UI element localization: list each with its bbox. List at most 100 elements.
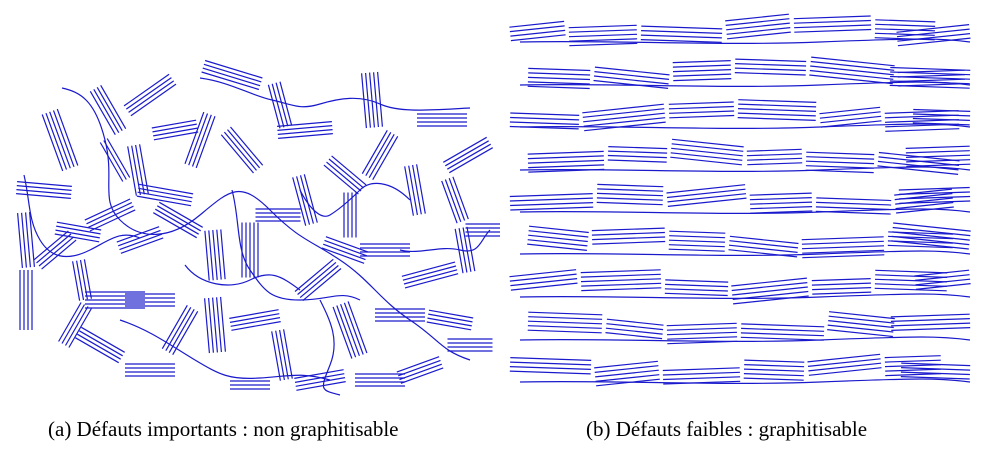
layer-stack-b [874, 32, 935, 36]
layer-stack-b [580, 273, 661, 278]
layer-stack-a [201, 71, 260, 91]
layer-stack-a [275, 330, 285, 381]
layer-stack-a [328, 158, 364, 189]
layer-stack-a [322, 243, 366, 261]
layer-stack-b [747, 162, 803, 166]
layer-stack-a [191, 114, 212, 167]
layer-stack-b [569, 42, 638, 47]
layer-stack-b [593, 75, 669, 85]
layer-stack-b [668, 239, 726, 243]
layer-stack-b [528, 67, 591, 72]
layer-stack-b [900, 376, 970, 380]
layer-stack-a [444, 179, 462, 223]
layer-stack-a [271, 83, 285, 128]
layer-stack-a [153, 131, 199, 141]
layer-stack-b [737, 112, 816, 117]
layer-stack-a [168, 309, 195, 353]
layer-stack-a [96, 87, 123, 131]
layer-stack-a [230, 317, 281, 327]
layer-stack-a [412, 164, 422, 215]
layer-stack-a [29, 212, 35, 267]
layer-stack-b [885, 368, 942, 372]
layer-stack-b [806, 156, 875, 160]
layer-stack-a [79, 259, 88, 300]
layer-stack-b [510, 112, 580, 116]
layer-stack-b [802, 254, 885, 259]
layer-stack-b [527, 243, 587, 251]
layer-stack-b [891, 240, 969, 250]
layer-stack-b [743, 377, 804, 381]
layer-stack-b [741, 327, 825, 332]
layer-stack-b [816, 201, 892, 206]
layer-stack-b [809, 69, 894, 80]
layer-stack-b [608, 150, 668, 154]
layer-stack-a [86, 202, 133, 225]
layer-stack-b [809, 74, 893, 85]
layer-stack-b [811, 282, 871, 286]
defect-boundary-a [399, 229, 491, 253]
layer-stack-b [581, 282, 662, 287]
layer-stack-b [728, 244, 798, 253]
layer-stack-b [527, 150, 604, 155]
layer-stack-b [669, 235, 726, 239]
layer-stack-a [25, 212, 31, 268]
layer-stack-b [510, 206, 594, 211]
layer-stack-b [528, 230, 589, 238]
layer-stack-a [220, 134, 254, 174]
layer-stack-b [594, 71, 670, 80]
layer-stack-b [528, 164, 605, 169]
layer-stack-a [223, 131, 257, 171]
defect-boundary-b [519, 336, 971, 343]
layer-stack-b [811, 278, 871, 282]
defect-boundary-a [199, 77, 471, 111]
layer-stack-a [416, 164, 426, 214]
layer-stack-a [61, 304, 86, 344]
layer-stack-b [509, 197, 593, 202]
layer-stack-a [208, 230, 214, 281]
layer-stack-b [510, 357, 592, 361]
layer-stack-b [899, 195, 971, 200]
layer-stack-a [153, 127, 198, 137]
layer-stack-b [812, 291, 872, 295]
layer-stack-a [36, 233, 72, 264]
layer-stack-b [509, 273, 577, 282]
layer-stack-a [165, 307, 192, 351]
layer-stack-b [672, 138, 744, 148]
layer-stack-b [829, 311, 895, 320]
layer-stack-b [597, 183, 664, 188]
layer-stack-b [666, 327, 737, 331]
layer-stack-b [667, 193, 747, 203]
layer-stack-b [529, 225, 589, 234]
layer-stack-b [527, 155, 604, 160]
layer-stack-b [896, 206, 954, 214]
layer-stack-b [597, 188, 664, 192]
layer-stack-b [528, 234, 588, 243]
layer-stack-b [827, 329, 893, 338]
layer-stack-b [592, 240, 666, 245]
layer-stack-a [277, 121, 332, 127]
layer-stack-a [21, 212, 27, 268]
layer-stack-b [906, 163, 971, 167]
layer-stack-b [725, 18, 790, 26]
layer-stack-b [527, 325, 602, 329]
layer-stack-a [49, 111, 71, 169]
layer-stack-a [81, 326, 125, 353]
defect-boundary-a [299, 182, 411, 217]
layer-stack-b [738, 99, 817, 103]
layer-stack-b [891, 322, 971, 327]
layer-stack-b [892, 231, 970, 241]
layer-stack-a [229, 313, 280, 323]
layer-stack-a [296, 381, 346, 391]
layer-stack-a [428, 309, 474, 319]
layer-stack-a [204, 230, 210, 281]
layer-stack-a [399, 363, 443, 381]
layer-stack-a [120, 237, 164, 254]
layer-stack-b [592, 236, 666, 241]
caption-b: (b) Défauts faibles : graphitisable [586, 417, 868, 441]
layer-stack-b [581, 287, 662, 292]
layer-stack-a [336, 305, 357, 358]
layer-stack-a [325, 236, 369, 253]
layer-stack-a [204, 298, 210, 354]
layer-stack-a [277, 125, 333, 131]
layer-stack-b [819, 106, 881, 115]
